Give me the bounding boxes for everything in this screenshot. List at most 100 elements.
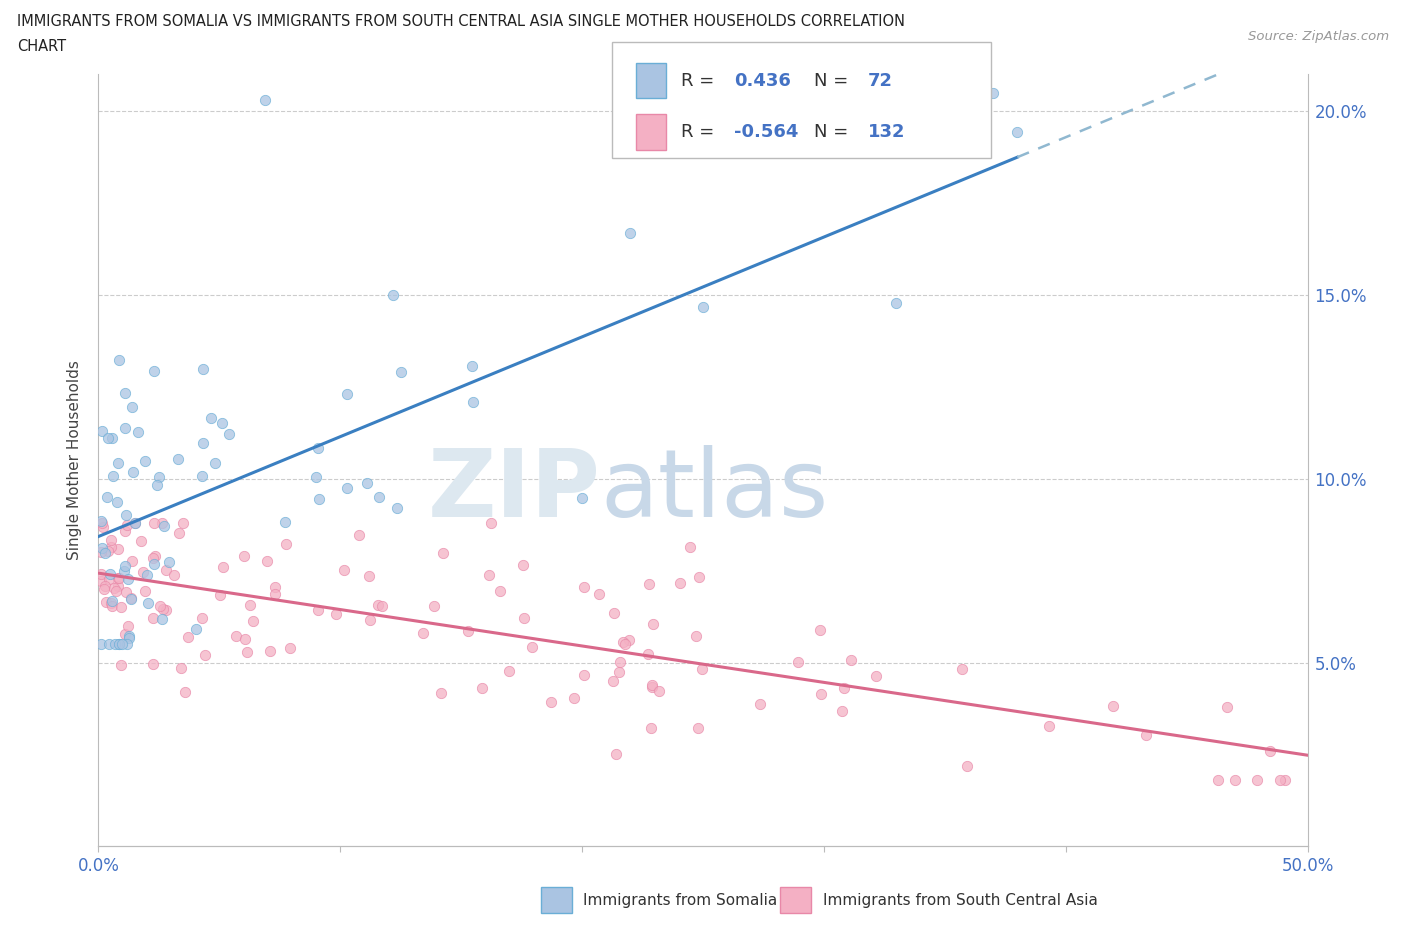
Point bbox=[950, 661, 973, 676]
Point bbox=[256, 553, 278, 568]
Point bbox=[114, 558, 136, 573]
Point bbox=[478, 567, 501, 582]
Point bbox=[107, 456, 129, 471]
Text: Immigrants from South Central Asia: Immigrants from South Central Asia bbox=[823, 893, 1098, 908]
Point bbox=[602, 673, 624, 688]
Point bbox=[143, 364, 166, 379]
Point bbox=[155, 603, 177, 618]
Point bbox=[617, 632, 640, 647]
Point bbox=[233, 549, 256, 564]
Point bbox=[808, 623, 831, 638]
Point bbox=[385, 500, 408, 515]
Text: Source: ZipAtlas.com: Source: ZipAtlas.com bbox=[1249, 30, 1389, 43]
Point bbox=[107, 571, 129, 586]
Point bbox=[679, 539, 702, 554]
Point bbox=[184, 621, 207, 636]
Point bbox=[274, 514, 297, 529]
Point bbox=[132, 565, 155, 579]
Point bbox=[100, 533, 122, 548]
Point bbox=[134, 454, 156, 469]
Point bbox=[122, 465, 145, 480]
Point bbox=[174, 684, 197, 699]
Point bbox=[605, 747, 627, 762]
Point bbox=[641, 677, 664, 692]
Point bbox=[259, 644, 281, 658]
Point bbox=[101, 599, 124, 614]
Point bbox=[90, 540, 112, 555]
Point bbox=[190, 610, 212, 625]
Point bbox=[308, 491, 330, 506]
Point bbox=[1216, 699, 1239, 714]
Point bbox=[90, 637, 112, 652]
Point bbox=[356, 475, 378, 490]
Text: 72: 72 bbox=[868, 72, 893, 89]
Point bbox=[603, 606, 626, 621]
Point bbox=[104, 637, 127, 652]
Point bbox=[648, 684, 671, 698]
Point bbox=[382, 287, 405, 302]
Point bbox=[124, 515, 146, 530]
Point bbox=[120, 591, 142, 605]
Point bbox=[520, 640, 543, 655]
Point bbox=[349, 527, 371, 542]
Text: R =: R = bbox=[681, 72, 720, 89]
Point bbox=[118, 629, 141, 644]
Point bbox=[100, 540, 122, 555]
Point bbox=[463, 394, 485, 409]
Point bbox=[690, 662, 713, 677]
Point bbox=[412, 625, 434, 640]
Point bbox=[688, 721, 710, 736]
Point bbox=[135, 567, 157, 582]
Point bbox=[114, 420, 136, 435]
Point bbox=[104, 583, 127, 598]
Point bbox=[142, 551, 165, 565]
Point bbox=[641, 617, 664, 631]
Point bbox=[97, 544, 120, 559]
Point bbox=[389, 365, 412, 379]
Point bbox=[276, 537, 298, 551]
Point bbox=[233, 631, 256, 646]
Y-axis label: Single Mother Households: Single Mother Households bbox=[67, 361, 83, 560]
Point bbox=[107, 637, 129, 652]
Point bbox=[264, 586, 287, 601]
Point bbox=[136, 595, 159, 610]
Point bbox=[103, 469, 125, 484]
Point bbox=[110, 637, 132, 652]
Point bbox=[834, 681, 856, 696]
Point bbox=[100, 595, 122, 610]
Point bbox=[612, 635, 634, 650]
Point bbox=[641, 680, 664, 695]
Point bbox=[114, 626, 136, 641]
Text: R =: R = bbox=[681, 123, 720, 141]
Point bbox=[211, 416, 233, 431]
Point bbox=[103, 581, 125, 596]
Point bbox=[609, 664, 631, 679]
Text: N =: N = bbox=[814, 72, 853, 89]
Point bbox=[143, 549, 166, 564]
Text: ZIP: ZIP bbox=[427, 445, 600, 538]
Point bbox=[253, 93, 276, 108]
Point bbox=[571, 490, 593, 505]
Point bbox=[167, 526, 190, 541]
Point bbox=[170, 660, 193, 675]
Point bbox=[194, 647, 217, 662]
Point bbox=[325, 606, 347, 621]
Point bbox=[981, 86, 1004, 100]
Point bbox=[166, 452, 188, 467]
Point bbox=[101, 593, 124, 608]
Point bbox=[1223, 773, 1246, 788]
Point bbox=[1135, 728, 1157, 743]
Point bbox=[204, 456, 226, 471]
Point bbox=[142, 610, 165, 625]
Point bbox=[91, 520, 114, 535]
Point bbox=[609, 655, 631, 670]
Point bbox=[886, 296, 908, 311]
Point bbox=[471, 681, 494, 696]
Point bbox=[115, 507, 138, 522]
Point bbox=[368, 489, 391, 504]
Point bbox=[134, 583, 156, 598]
Point bbox=[107, 541, 129, 556]
Point bbox=[97, 431, 120, 445]
Point bbox=[127, 425, 149, 440]
Text: 132: 132 bbox=[868, 123, 905, 141]
